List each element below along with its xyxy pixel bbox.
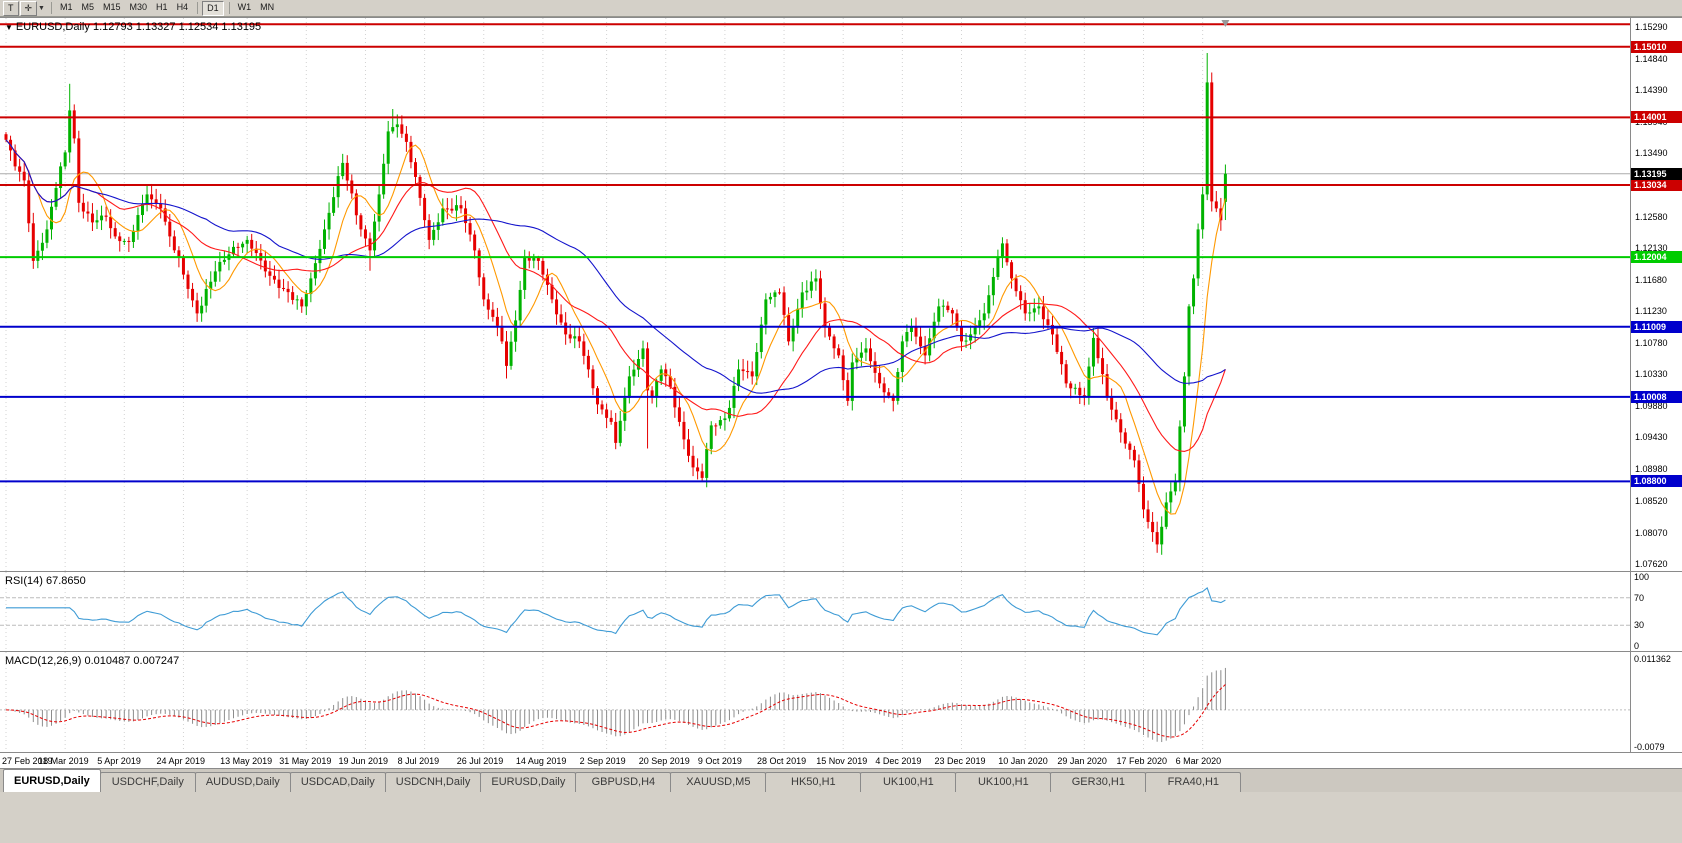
- rsi-axis-label: 0: [1634, 641, 1640, 651]
- timeframe-button-d1[interactable]: D1: [202, 0, 224, 16]
- price-tick-label: 1.08520: [1635, 496, 1668, 506]
- macd-header: MACD(12,26,9) 0.010487 0.007247: [5, 655, 180, 667]
- time-axis-label: 20 Sep 2019: [638, 756, 690, 766]
- time-axis-label: 26 Jul 2019: [456, 756, 504, 766]
- chart-tab-9-uk100-h1[interactable]: UK100,H1: [860, 772, 957, 792]
- hline-price-label[interactable]: 1.11009: [1631, 320, 1682, 333]
- time-axis-label: 9 Oct 2019: [697, 756, 742, 766]
- time-axis-label: 31 May 2019: [279, 756, 332, 766]
- toolbar-separator: [197, 2, 199, 14]
- timeframe-button-w1[interactable]: W1: [237, 1, 252, 12]
- time-axis-label: 13 May 2019: [220, 756, 273, 766]
- chart-tab-8-hk50-h1[interactable]: HK50,H1: [765, 772, 862, 792]
- rsi-header: RSI(14) 67.8650: [5, 575, 86, 587]
- price-tick-label: 1.15290: [1635, 22, 1668, 33]
- price-chart-canvas[interactable]: [0, 18, 1630, 571]
- rsi-panel[interactable]: RSI(14) 67.8650 100 70 30 0: [0, 571, 1682, 651]
- time-axis-label: 29 Jan 2020: [1057, 756, 1107, 766]
- time-axis-label: 24 Apr 2019: [156, 756, 205, 766]
- rsi-axis-label: 70: [1634, 592, 1645, 603]
- macd-axis-separator: [1630, 652, 1631, 752]
- time-axis[interactable]: 27 Feb 2019 18 Mar 2019 5 Apr 2019 24 Apr 2…: [0, 752, 1682, 768]
- time-axis-label: 6 Mar 2020: [1175, 756, 1222, 766]
- macd-panel[interactable]: MACD(12,26,9) 0.010487 0.007247 0.011362…: [0, 651, 1682, 752]
- price-tick-label: 1.10330: [1635, 369, 1668, 380]
- chart-tab-6-gbpusd-h4[interactable]: GBPUSD,H4: [575, 772, 672, 792]
- macd-axis-label: 0.011362: [1634, 654, 1671, 664]
- price-tick-label: 1.12130: [1635, 243, 1668, 254]
- rsi-canvas[interactable]: [0, 572, 1630, 651]
- price-axis-separator: [1630, 18, 1631, 571]
- timeframe-button-mn[interactable]: MN: [260, 1, 275, 12]
- time-axis-label: 27 Feb 2019: [2, 756, 53, 766]
- time-axis-label: 28 Oct 2019: [757, 756, 807, 766]
- price-chart-panel[interactable]: ▼ EURUSD,Daily 1.12793 1.13327 1.12534 1.…: [0, 17, 1682, 571]
- status-area: [0, 792, 1682, 843]
- chart-tab-0-eurusd-daily[interactable]: EURUSD,Daily: [3, 769, 101, 792]
- cursor-tool-button[interactable]: T: [3, 0, 19, 16]
- timeframe-button-h4[interactable]: H4: [176, 1, 189, 12]
- chart-tab-1-usdchf-daily[interactable]: USDCHF,Daily: [99, 772, 196, 792]
- hline-price-label[interactable]: 1.10008: [1631, 390, 1682, 403]
- timeframe-button-h1[interactable]: H1: [156, 1, 168, 12]
- current-price-label: 1.13195: [1631, 167, 1682, 180]
- price-tick-label: 1.07620: [1635, 559, 1668, 569]
- price-tick-label: 1.11680: [1635, 274, 1667, 285]
- rsi-axis-label: 30: [1634, 620, 1645, 631]
- chart-tabs-bar: EURUSD,Daily USDCHF,Daily AUDUSD,Daily USDC…: [0, 768, 1682, 792]
- hline-price-label[interactable]: 1.15010: [1631, 40, 1682, 53]
- time-axis-label: 19 Jun 2019: [338, 756, 388, 766]
- price-tick-label: 1.08070: [1635, 527, 1668, 538]
- toolbar: T ✛ ▼ M1 M5 M15 M30 H1 H4 D1 W1 MN: [0, 0, 1682, 17]
- timeframe-button-m30[interactable]: M30: [129, 1, 148, 12]
- price-tick-label: 1.14390: [1635, 85, 1668, 96]
- price-tick-label: 1.09430: [1635, 432, 1668, 443]
- macd-axis-label: -0.0079: [1634, 742, 1665, 752]
- chart-title: ▼ EURUSD,Daily 1.12793 1.13327 1.12534 1.…: [5, 21, 261, 33]
- time-axis-label: 10 Jan 2020: [998, 756, 1048, 766]
- price-tick-label: 1.14840: [1635, 53, 1668, 64]
- time-axis-label: 15 Nov 2019: [816, 756, 868, 766]
- price-tick-label: 1.12580: [1635, 211, 1668, 222]
- collapse-arrow-icon[interactable]: ▼: [5, 23, 13, 32]
- toolbar-separator: [228, 2, 230, 14]
- price-tick-label: 1.13490: [1635, 148, 1668, 159]
- hline-price-label[interactable]: 1.08800: [1631, 475, 1682, 488]
- price-tick-label: 1.10780: [1635, 337, 1668, 348]
- chart-tab-10-uk100-h1[interactable]: UK100,H1: [955, 772, 1052, 792]
- rsi-axis-label: 100: [1634, 572, 1650, 582]
- macd-canvas[interactable]: [0, 652, 1630, 752]
- time-axis-label: 5 Apr 2019: [97, 756, 141, 766]
- timeframe-button-m15[interactable]: M15: [103, 1, 121, 12]
- toolbar-separator: [50, 2, 52, 14]
- time-axis-label: 2 Sep 2019: [579, 756, 626, 766]
- chart-tab-12-fra40-h1[interactable]: FRA40,H1: [1145, 772, 1242, 792]
- chart-tab-11-ger30-h1[interactable]: GER30,H1: [1050, 772, 1147, 792]
- crosshair-tool-button[interactable]: ✛: [19, 0, 38, 16]
- timeframe-button-m1[interactable]: M1: [59, 1, 73, 12]
- time-axis-label: 23 Dec 2019: [934, 756, 986, 766]
- hline-price-label[interactable]: 1.13034: [1631, 179, 1682, 192]
- time-axis-label: 14 Aug 2019: [515, 756, 567, 766]
- timeframe-button-m5[interactable]: M5: [81, 1, 95, 12]
- price-tick-label: 1.09880: [1635, 400, 1668, 411]
- rsi-axis-separator: [1630, 572, 1631, 651]
- time-axis-label: 17 Feb 2020: [1116, 756, 1168, 766]
- price-tick-label: 1.08980: [1635, 463, 1668, 474]
- chart-tab-4-usdcnh-daily[interactable]: USDCNH,Daily: [384, 772, 482, 792]
- chart-tab-3-usdcad-daily[interactable]: USDCAD,Daily: [289, 772, 386, 792]
- time-axis-label: 4 Dec 2019: [875, 756, 922, 766]
- chart-title-symbol: EURUSD,Daily: [15, 21, 90, 33]
- tool-dropdown-arrow-icon[interactable]: ▼: [38, 4, 45, 12]
- hline-price-label[interactable]: 1.12004: [1631, 251, 1682, 264]
- time-axis-label: 18 Mar 2019: [38, 756, 89, 766]
- hline-price-label[interactable]: 1.14001: [1631, 111, 1682, 124]
- time-axis-label: 8 Jul 2019: [397, 756, 440, 766]
- price-tick-label: 1.11230: [1635, 306, 1667, 317]
- chart-tab-5-eurusd-daily[interactable]: EURUSD,Daily: [480, 772, 577, 792]
- chart-tab-7-xauusd-m5[interactable]: XAUUSD,M5: [670, 772, 767, 792]
- chart-tab-2-audusd-daily[interactable]: AUDUSD,Daily: [194, 772, 291, 792]
- chart-title-ohlc: 1.12793 1.13327 1.12534 1.13195: [92, 21, 262, 33]
